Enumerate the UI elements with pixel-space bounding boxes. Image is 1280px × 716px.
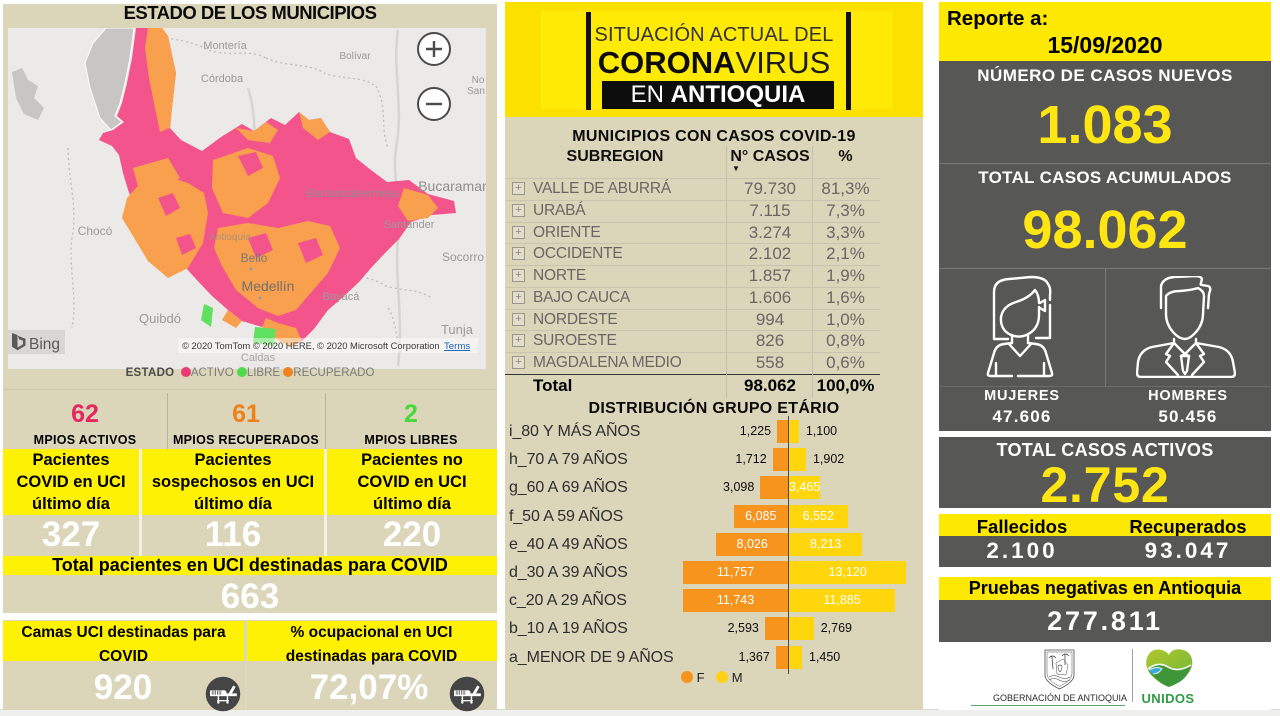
svg-text:Chocó: Chocó	[78, 224, 113, 238]
svg-text:Antioquia: Antioquia	[209, 232, 251, 243]
svg-text:Socorro: Socorro	[442, 250, 484, 264]
svg-text:Caldas: Caldas	[241, 352, 276, 364]
svg-text:Montería: Montería	[203, 40, 247, 52]
svg-text:Medellín: Medellín	[242, 278, 295, 294]
svg-text:Bello: Bello	[241, 251, 268, 265]
svg-text:Barrancabermeja: Barrancabermeja	[306, 186, 398, 200]
svg-text:Bucaraman: Bucaraman	[418, 178, 486, 194]
svg-text:Bolívar: Bolívar	[339, 51, 371, 62]
svg-text:Córdoba: Córdoba	[201, 73, 244, 85]
svg-text:No: No	[472, 75, 485, 86]
svg-text:Boyacá: Boyacá	[323, 291, 361, 303]
svg-text:Quibdó: Quibdó	[139, 311, 181, 326]
svg-text:© 2020 TomTom © 2020 HERE, © 2: © 2020 TomTom © 2020 HERE, © 2020 Micros…	[182, 340, 440, 351]
svg-text:Santander: Santander	[384, 219, 435, 231]
svg-text:Terms: Terms	[444, 341, 470, 352]
svg-text:Bing: Bing	[29, 336, 60, 353]
svg-text:San: San	[467, 86, 485, 97]
svg-text:Tunja: Tunja	[441, 322, 474, 337]
